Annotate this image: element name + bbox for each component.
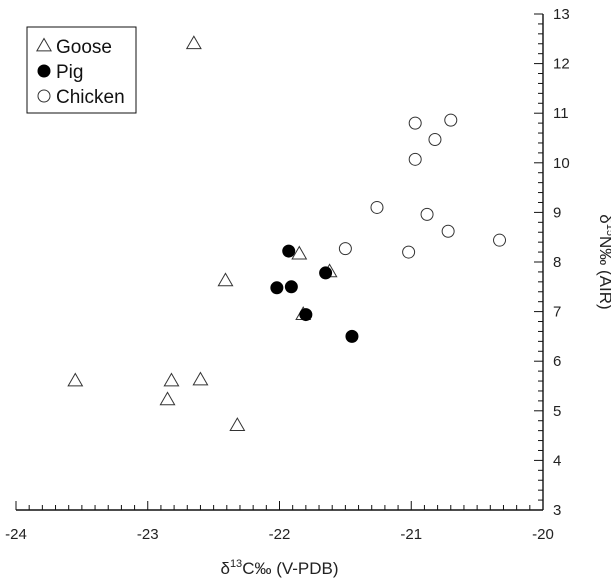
pig-point (270, 281, 284, 295)
x-axis-title-superscript: 13 (230, 558, 242, 570)
x-tick-label: -21 (400, 526, 422, 543)
chicken-point (444, 113, 458, 127)
y-axis-title-rest: N‰ (AIR) (596, 236, 611, 310)
chicken-point (338, 242, 352, 256)
legend-pig-label: Pig (56, 62, 83, 83)
y-tick-label: 6 (553, 353, 561, 370)
data-marks (67, 35, 507, 432)
chicken-point (428, 132, 442, 146)
legend-goose-label: Goose (56, 37, 112, 58)
pig-point (345, 329, 359, 343)
goose-point (192, 371, 209, 386)
x-tick-label: -23 (137, 526, 159, 543)
y-tick-label: 5 (553, 403, 561, 420)
legend-pig-marker (37, 64, 51, 78)
y-tick-label: 9 (553, 204, 561, 221)
goose-point (163, 372, 180, 387)
pig-point (282, 244, 296, 258)
x-axis-title: δ13C‰ (V-PDB) (220, 558, 338, 578)
goose-point (67, 372, 84, 387)
y-tick-label: 7 (553, 304, 561, 321)
y-axis-title-superscript: 15 (604, 224, 611, 236)
y-axis-title-prefix: δ (596, 214, 611, 223)
x-axis-title-prefix: δ (220, 559, 229, 578)
goose-point (217, 272, 234, 287)
chicken-point (493, 233, 507, 247)
pig-point (284, 280, 298, 294)
y-tick-label: 10 (553, 155, 570, 172)
chicken-point (408, 116, 422, 130)
chicken-point (420, 207, 434, 221)
chicken-point (402, 245, 416, 259)
y-tick-label: 11 (553, 105, 569, 122)
chicken-point (370, 200, 384, 214)
y-tick-label: 3 (553, 502, 561, 519)
y-tick-label: 8 (553, 254, 561, 271)
legend-chicken-label: Chicken (56, 87, 125, 108)
y-axis-title: δ15N‰ (AIR) (596, 214, 611, 309)
x-axis-title-rest: C‰ (V-PDB) (242, 559, 338, 578)
legend-goose-marker (36, 37, 52, 52)
pig-point (299, 308, 313, 322)
axes: -24 -23 -22 -21 -20 3 4 5 6 7 8 9 10 11 12 13 (5, 6, 570, 543)
pig-point (319, 266, 333, 280)
goose-point (291, 245, 308, 260)
goose-point (185, 35, 202, 50)
goose-point (159, 391, 176, 406)
legend: Goose Pig Chicken (26, 26, 137, 114)
goose-point (229, 417, 246, 432)
x-tick-label: -20 (532, 526, 554, 543)
chicken-point (441, 224, 455, 238)
y-tick-label: 4 (553, 452, 561, 469)
chicken-point (408, 152, 422, 166)
y-tick-label: 12 (553, 56, 570, 73)
y-tick-label: 13 (553, 6, 570, 23)
legend-chicken-marker (37, 89, 51, 103)
x-tick-label: -22 (269, 526, 291, 543)
x-tick-label: -24 (5, 526, 27, 543)
